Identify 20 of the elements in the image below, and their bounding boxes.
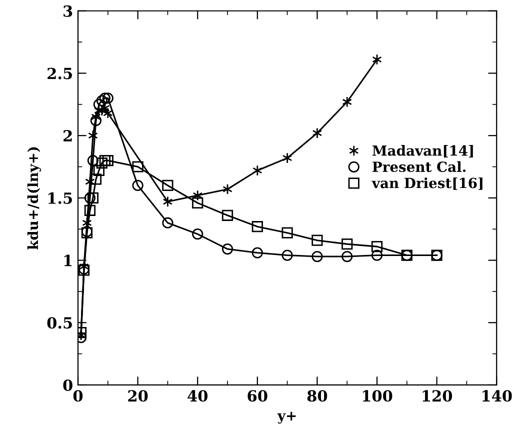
legend-label: van Driest[16] [372, 177, 482, 190]
y-tick-label: 0.5 [47, 317, 72, 329]
x-axis-title: y+ [277, 412, 296, 424]
y-tick-label: 0 [63, 379, 72, 391]
legend-label: Madavan[14] [372, 145, 473, 158]
y-tick-label: 3 [64, 5, 72, 17]
x-tick-label: 60 [248, 390, 268, 402]
x-tick-label: 20 [128, 390, 148, 402]
y-tick-label: 1.5 [48, 192, 72, 204]
x-tick-label: 120 [422, 390, 452, 402]
y-axis-title: kdu+/d(lny+) [27, 147, 42, 250]
y-tick-label: 2 [64, 130, 72, 142]
y-tick-label: 1 [64, 254, 72, 266]
x-tick-label: 140 [482, 390, 512, 402]
x-tick-label: 100 [362, 390, 392, 402]
legend-label: Present Cal. [372, 161, 466, 172]
x-tick-label: 80 [307, 390, 328, 402]
y-tick-label: 2.5 [48, 68, 72, 80]
x-tick-label: 0 [73, 390, 83, 402]
x-tick-label: 40 [188, 390, 208, 402]
